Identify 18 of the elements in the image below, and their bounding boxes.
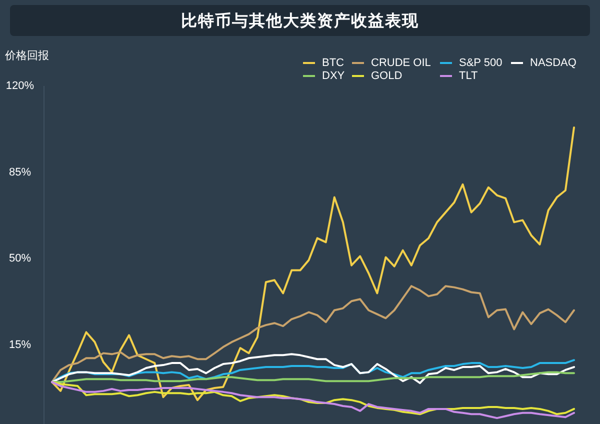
legend-label: S&P 500 [459, 56, 502, 69]
legend-label: TLT [459, 70, 478, 82]
y-tick-label: 50% [8, 252, 32, 265]
line-series [51, 371, 575, 384]
legend-label: CRUDE OIL [371, 56, 431, 69]
y-tick-label: 85% [8, 166, 32, 178]
y-tick-label: 15% [8, 338, 32, 351]
y-axis-title: 价格回报 [4, 50, 49, 62]
legend-label: BTC [322, 56, 344, 69]
y-tick-label: 120% [6, 80, 34, 92]
line-series [51, 353, 575, 384]
legend-label: NASDAQ [530, 56, 577, 69]
legend-label: DXY [322, 70, 346, 82]
line-series [51, 285, 575, 384]
line-series [51, 126, 575, 402]
line-series [51, 359, 575, 384]
legend-label: GOLD [371, 70, 402, 82]
chart-title: 比特币与其他大类资产收益表现 [181, 12, 419, 30]
